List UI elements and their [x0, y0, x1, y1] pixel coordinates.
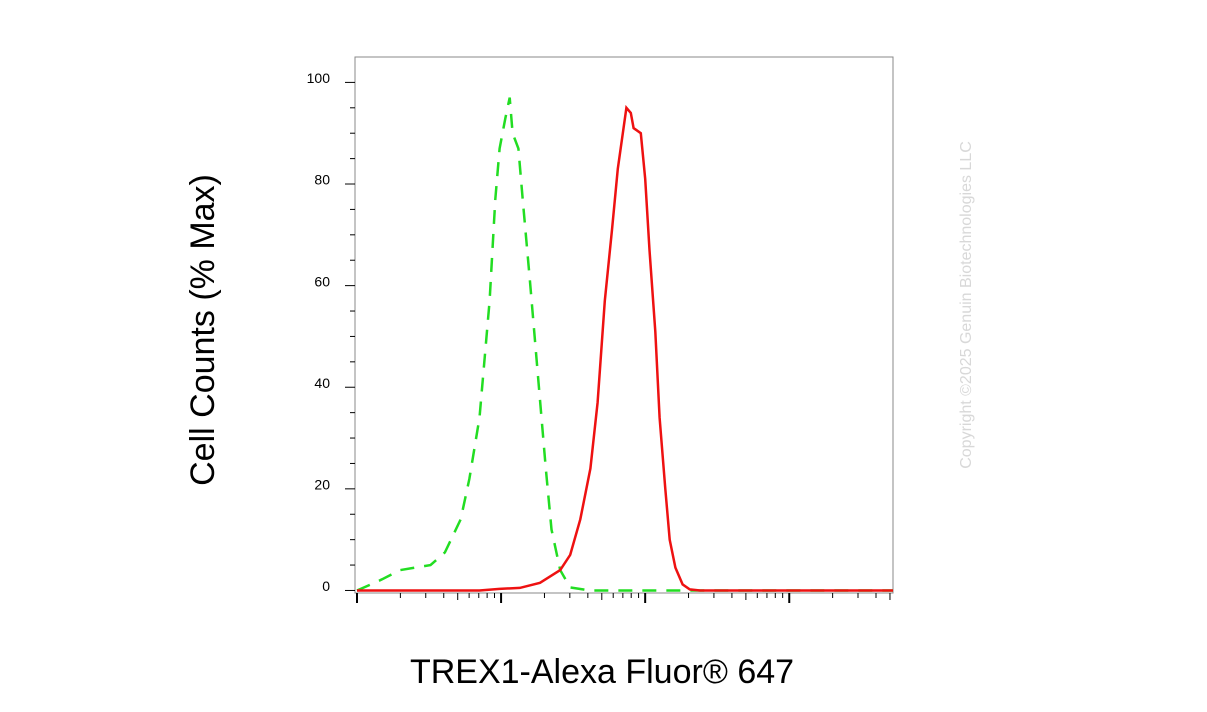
y-tick-label: 20	[314, 477, 330, 493]
plot-frame	[354, 56, 894, 594]
histogram-line	[357, 104, 893, 592]
y-tick-label: 80	[314, 172, 330, 188]
y-tick-label: 100	[307, 70, 331, 86]
y-axis-label: Cell Counts (% Max)	[184, 174, 222, 486]
y-tick-label: 60	[314, 273, 330, 289]
histogram-line	[356, 97, 893, 592]
y-tick-label: 0	[322, 578, 330, 594]
x-axis-label: TREX1-Alexa Fluor® 647	[410, 653, 794, 691]
watermark: Copyright ©2025 Genuin Biotechnologies L…	[958, 141, 975, 469]
y-tick-label: 40	[314, 375, 330, 391]
